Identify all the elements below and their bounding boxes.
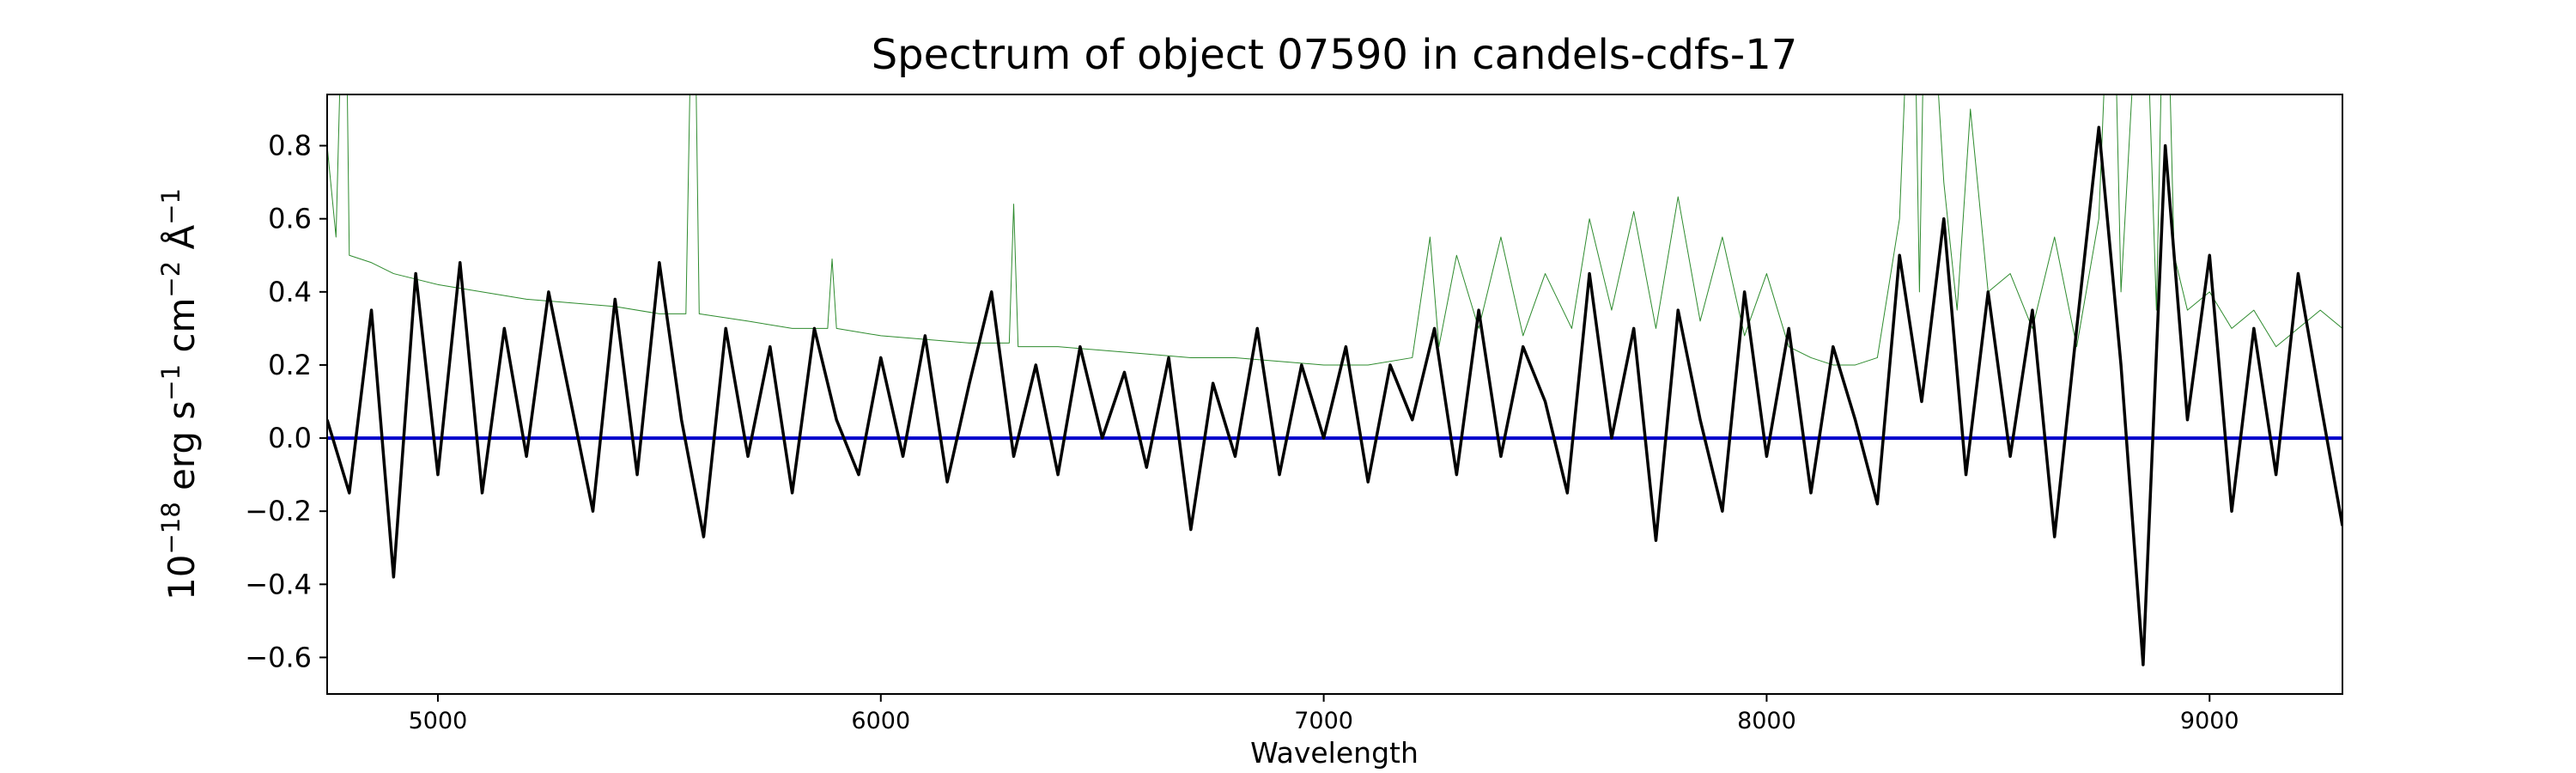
- plot-frame: [326, 94, 2343, 695]
- y-axis-label-part: erg s: [161, 401, 203, 502]
- y-tick-label: −0.6: [245, 641, 312, 673]
- y-axis-label-part: −1: [156, 188, 185, 225]
- y-tick-label: 0.0: [268, 422, 312, 454]
- y-tick-label: 0.4: [268, 276, 312, 308]
- y-tick-label: 0.6: [268, 203, 312, 235]
- y-tick-label: 0.8: [268, 130, 312, 162]
- plot-area: [327, 94, 2342, 666]
- y-axis-label-part: cm: [161, 298, 203, 364]
- y-axis-label-part: Å: [160, 225, 203, 261]
- y-axis-label: 10−18 erg s−1 cm−2 Å−1: [156, 188, 203, 600]
- y-tick-label: 0.2: [268, 349, 312, 381]
- spectrum-line: [327, 125, 2342, 666]
- x-tick-label: 9000: [2180, 708, 2239, 734]
- x-axis-label: Wavelength: [1250, 736, 1419, 770]
- y-tick-label: −0.2: [245, 495, 312, 527]
- y-axis-label-part: −18: [156, 502, 185, 554]
- chart-title: Spectrum of object 07590 in candels-cdfs…: [872, 31, 1798, 79]
- x-tick-label: 6000: [851, 708, 910, 734]
- x-tick-label: 5000: [409, 708, 468, 734]
- x-tick-label: 7000: [1294, 708, 1353, 734]
- y-axis-label-part: 10: [161, 555, 203, 600]
- y-axis-label-part: −1: [156, 364, 185, 401]
- y-tick-label: −0.4: [245, 568, 312, 600]
- y-axis-label-part: −2: [156, 261, 185, 298]
- x-tick-label: 8000: [1737, 708, 1796, 734]
